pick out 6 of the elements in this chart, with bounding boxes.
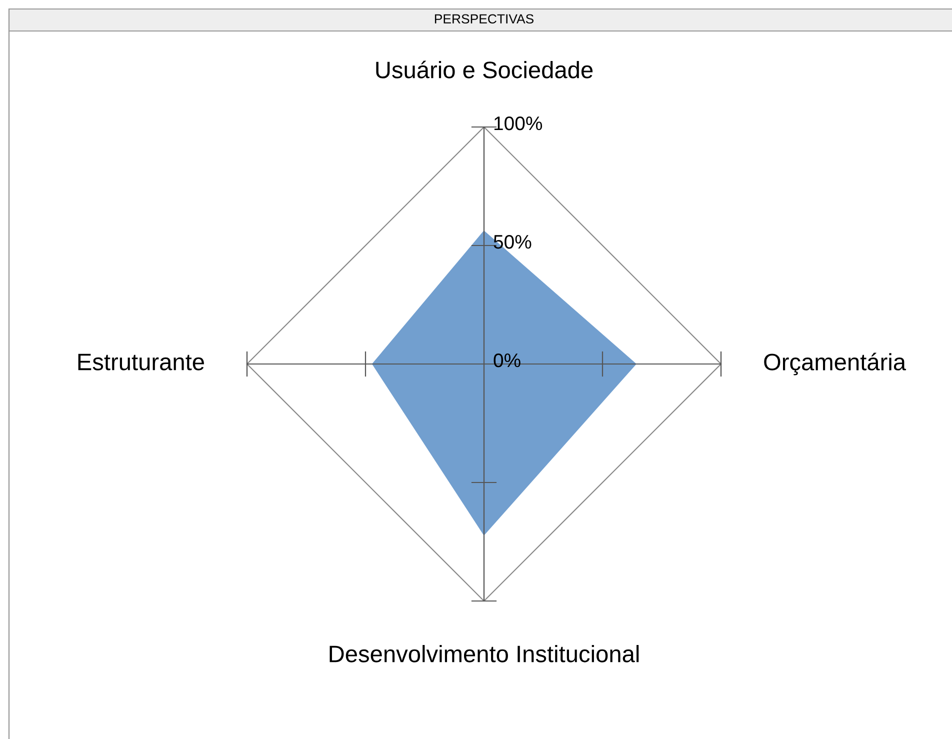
y-tick-label: 100% — [494, 116, 542, 130]
spoke-label: Orçamentária — [764, 352, 906, 376]
chart-title: PERSPECTIVAS — [434, 14, 534, 24]
spoke-label: Usuário e Sociedade — [376, 60, 593, 78]
spoke-label: Estruturante — [78, 354, 204, 370]
spoke-label: Desenvolvimento Institucional — [330, 644, 639, 662]
